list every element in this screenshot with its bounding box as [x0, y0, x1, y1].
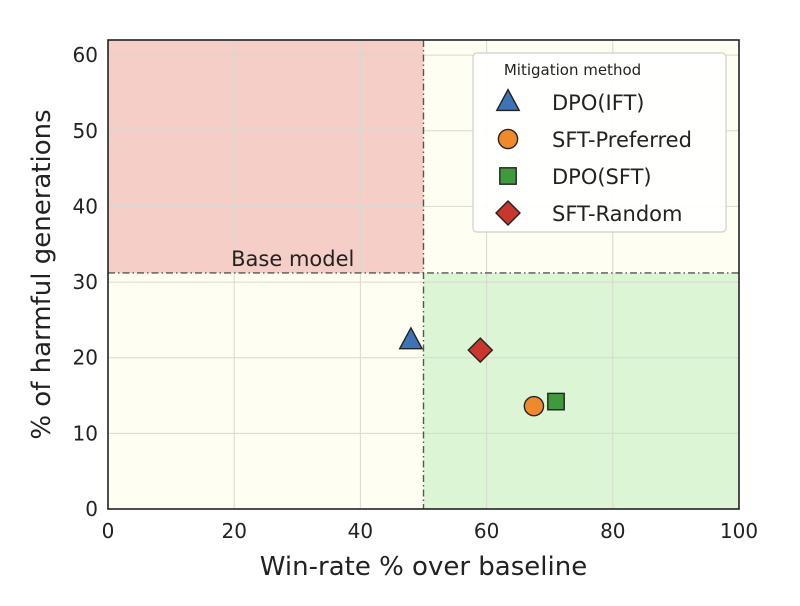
y-axis-title: % of harmful generations — [27, 109, 57, 439]
y-tick-label: 50 — [73, 119, 98, 143]
legend-marker-dpo-ift — [495, 88, 521, 112]
data-point-sft-preferred — [523, 395, 545, 417]
x-tick-label: 80 — [600, 519, 625, 543]
legend: Mitigation method DPO(IFT)SFT-PreferredD… — [472, 52, 727, 233]
y-tick-label: 40 — [73, 194, 98, 218]
region-worse-harm-worse-winrate — [108, 40, 424, 273]
legend-label-dpo-sft: DPO(SFT) — [552, 165, 652, 189]
legend-label-sft-random: SFT-Random — [552, 202, 682, 226]
data-points — [398, 326, 565, 417]
y-tick-label: 20 — [73, 346, 98, 370]
legend-marker-dpo-sft — [499, 167, 517, 185]
y-tick-label: 10 — [73, 421, 98, 445]
y-tick-label: 30 — [73, 270, 98, 294]
x-tick-label: 40 — [348, 519, 373, 543]
data-point-sft-random — [467, 337, 494, 364]
x-tick-label: 100 — [720, 519, 758, 543]
legend-title: Mitigation method — [504, 61, 641, 79]
x-tick-label: 0 — [102, 519, 115, 543]
legend-label-dpo-ift: DPO(IFT) — [552, 91, 644, 115]
baseline-lines — [108, 40, 739, 509]
y-tick-label: 60 — [73, 43, 98, 67]
y-tick-label: 0 — [85, 497, 98, 521]
legend-marker-sft-preferred — [497, 128, 519, 150]
x-tick-label: 60 — [474, 519, 499, 543]
x-tick-label: 20 — [221, 519, 246, 543]
legend-items: DPO(IFT) SFT-Preferred DPO(SFT) SFT-Random — [495, 88, 692, 226]
data-point-dpo-sft — [547, 392, 565, 411]
region-better-harm-better-winrate — [423, 272, 739, 509]
plot-frame — [107, 39, 740, 510]
base-model-label: Base model — [231, 247, 354, 271]
legend-label-sft-preferred: SFT-Preferred — [552, 128, 692, 152]
data-point-dpo-ift — [398, 326, 424, 350]
axis-ticks: 0 20 40 60 80 100 0 10 20 30 40 50 60 — [73, 43, 759, 543]
legend-box — [472, 52, 727, 233]
x-axis-title: Win-rate % over baseline — [260, 552, 587, 582]
legend-marker-sft-random — [495, 200, 521, 226]
